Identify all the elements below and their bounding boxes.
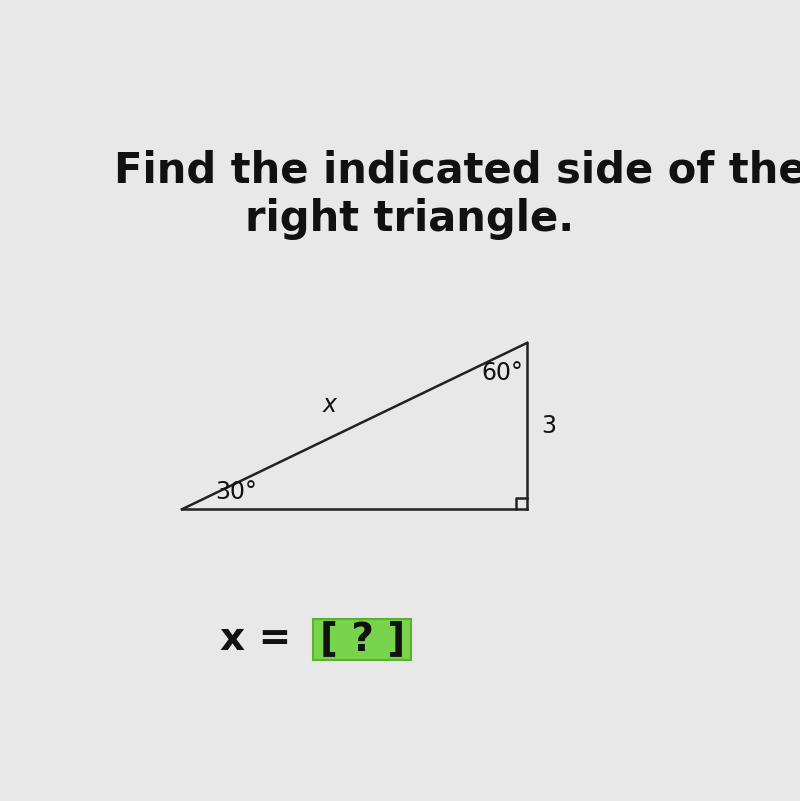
Text: x =: x =	[220, 620, 305, 658]
Text: [ ? ]: [ ? ]	[319, 621, 405, 658]
Text: 3: 3	[541, 414, 556, 438]
Text: right triangle.: right triangle.	[246, 199, 574, 240]
Text: 60°: 60°	[481, 361, 523, 385]
Text: Find the indicated side of the: Find the indicated side of the	[114, 149, 800, 191]
Text: 30°: 30°	[216, 481, 258, 505]
Text: x: x	[323, 392, 337, 417]
FancyBboxPatch shape	[313, 619, 411, 660]
